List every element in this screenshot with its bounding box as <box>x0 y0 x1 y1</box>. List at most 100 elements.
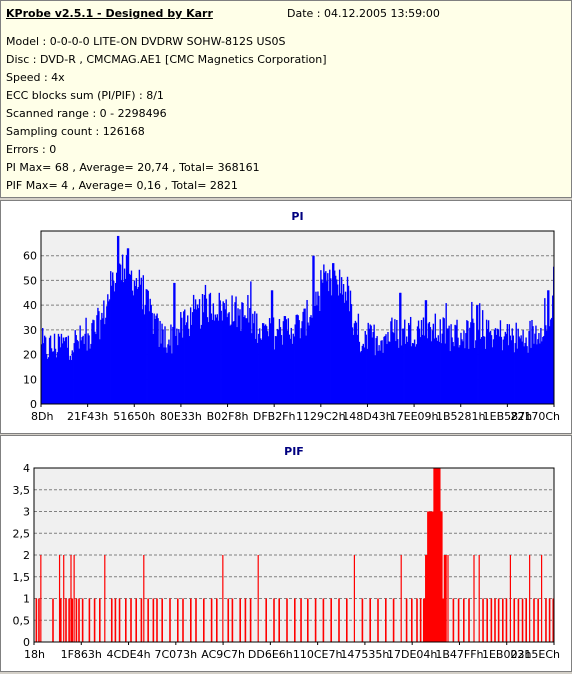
pi-bar <box>107 294 109 404</box>
pif-bar <box>161 598 163 642</box>
pi-bar <box>83 343 85 404</box>
pif-bar <box>439 511 443 642</box>
pi-bar <box>269 323 272 404</box>
pi-bar <box>237 308 239 404</box>
pif-bar <box>110 598 113 642</box>
pi-bar <box>122 282 125 404</box>
pi-bar <box>292 333 294 404</box>
pif-bar <box>286 598 288 642</box>
pi-bar <box>369 324 371 404</box>
pi-bar <box>166 352 168 404</box>
pi-bar <box>412 343 415 404</box>
pi-bar <box>332 263 334 404</box>
pif-bar <box>435 468 439 642</box>
pi-bar <box>280 335 283 404</box>
info-speed: Speed : 4x <box>6 71 65 84</box>
pif-bar <box>38 598 40 642</box>
pi-bar <box>205 298 208 404</box>
pi-bar <box>378 345 380 404</box>
pi-bar <box>142 275 144 404</box>
pi-bar <box>274 336 277 404</box>
pi-bar <box>54 348 57 404</box>
pi-bar <box>231 295 233 404</box>
pi-bar <box>298 320 300 404</box>
pi-bar <box>539 343 541 404</box>
info-pif-stats: PIF Max= 4 , Average= 0,16 , Total= 2821 <box>6 179 238 192</box>
pi-bar <box>524 342 526 404</box>
pif-bar <box>239 598 241 642</box>
pi-bar <box>189 307 192 404</box>
pi-xtick-label: B02F8h <box>207 410 249 423</box>
pi-bar <box>424 300 427 404</box>
pi-bar <box>400 292 402 404</box>
pi-bar <box>529 320 531 404</box>
pi-bar <box>338 269 341 404</box>
pi-bar <box>45 354 48 404</box>
pi-bar <box>211 319 214 404</box>
pi-bar <box>89 348 91 404</box>
pif-bar <box>433 468 437 642</box>
pi-bar <box>61 343 64 404</box>
pi-bar <box>93 320 95 404</box>
info-pi-stats: PI Max= 68 , Average= 20,74 , Total= 368… <box>6 161 260 174</box>
pi-bar <box>50 348 53 404</box>
pi-bar <box>384 335 386 404</box>
pi-bar <box>243 316 245 404</box>
pi-bar <box>464 348 466 404</box>
pi-bar <box>277 329 280 404</box>
pi-bar <box>284 316 287 404</box>
pi-bar <box>317 291 319 404</box>
pi-bar <box>310 315 312 404</box>
pif-bar <box>473 555 475 642</box>
pi-bar <box>416 326 419 404</box>
pi-bar <box>407 322 410 404</box>
pi-bar <box>173 282 175 404</box>
pi-bar <box>247 295 249 404</box>
pi-bar <box>333 263 335 404</box>
pi-bar <box>428 321 431 404</box>
pi-bar <box>55 357 58 404</box>
pi-bar <box>150 305 152 404</box>
pi-bar <box>415 344 418 404</box>
pi-bar <box>227 313 229 404</box>
pi-bar <box>423 335 426 404</box>
pif-bar <box>135 598 137 642</box>
pi-bar <box>139 284 142 404</box>
pi-bar <box>270 290 273 404</box>
pi-bar <box>167 344 169 404</box>
pif-xtick-label: 1EB003h <box>482 648 531 661</box>
pi-bar <box>296 314 298 404</box>
pi-bar <box>110 271 112 404</box>
pi-bar <box>519 338 521 404</box>
pi-ytick-label: 20 <box>23 349 37 362</box>
pi-bar <box>382 352 384 404</box>
pi-bar <box>251 333 253 404</box>
pi-bar <box>72 352 74 404</box>
pi-bar <box>525 337 527 404</box>
pi-bar <box>144 304 146 404</box>
pi-bar <box>330 278 332 404</box>
pi-bar <box>214 314 217 404</box>
pi-bar <box>334 270 336 404</box>
pi-bar <box>226 317 228 404</box>
pi-bar <box>171 353 173 404</box>
pi-bar <box>276 328 279 404</box>
pi-bar <box>164 326 166 404</box>
pi-bar <box>124 278 127 404</box>
pi-bar <box>47 357 50 404</box>
pi-bar <box>195 309 198 404</box>
pif-bar <box>330 598 332 642</box>
pi-bar <box>239 309 241 404</box>
pi-bar <box>381 340 383 404</box>
pif-bar <box>273 598 275 642</box>
pif-bar <box>529 555 531 642</box>
pi-bar <box>379 350 381 404</box>
pi-bar <box>200 324 203 404</box>
pi-bar <box>248 322 250 404</box>
pi-bar <box>153 313 155 404</box>
pif-bar <box>427 511 431 642</box>
pi-bar <box>513 352 515 404</box>
pi-bar <box>358 341 361 404</box>
pi-bar <box>398 347 400 404</box>
pi-bar <box>494 328 497 404</box>
